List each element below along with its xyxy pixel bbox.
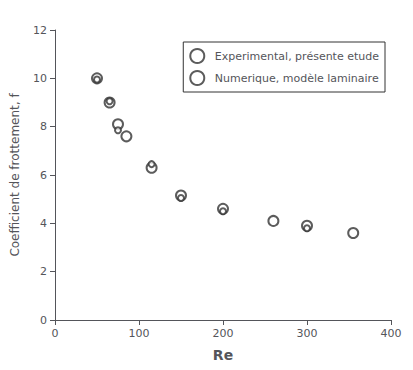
svg-text:Re: Re [213, 347, 233, 363]
svg-text:0: 0 [40, 314, 47, 327]
svg-text:8: 8 [40, 120, 47, 133]
svg-text:12: 12 [33, 24, 47, 37]
svg-text:Experimental, présente etude: Experimental, présente etude [215, 50, 379, 63]
svg-text:6: 6 [40, 169, 47, 182]
svg-text:300: 300 [297, 327, 318, 340]
svg-text:400: 400 [381, 327, 402, 340]
svg-text:Numerique, modèle laminaire: Numerique, modèle laminaire [215, 72, 379, 85]
svg-text:2: 2 [40, 265, 47, 278]
svg-text:10: 10 [33, 72, 47, 85]
svg-text:4: 4 [40, 217, 47, 230]
svg-text:200: 200 [213, 327, 234, 340]
svg-text:100: 100 [129, 327, 150, 340]
svg-text:Coefficient de frottement, f: Coefficient de frottement, f [8, 93, 22, 257]
svg-text:0: 0 [52, 327, 59, 340]
